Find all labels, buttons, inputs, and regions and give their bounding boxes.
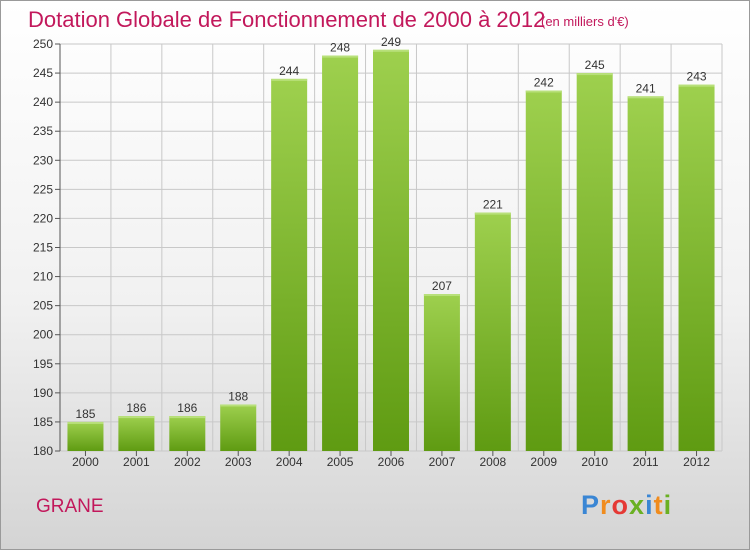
bar — [423, 294, 460, 451]
bar — [576, 73, 613, 452]
bar-highlight — [220, 404, 257, 407]
bar-highlight — [271, 78, 308, 81]
x-tick-label: 2003 — [225, 455, 252, 469]
bar — [67, 421, 104, 451]
bar — [271, 78, 308, 451]
bar-highlight — [525, 90, 562, 93]
data-label: 186 — [177, 401, 197, 415]
logo-letter: o — [611, 490, 630, 520]
chart-title: Dotation Globale de Fonctionnement de 20… — [28, 7, 546, 32]
data-label: 207 — [432, 279, 452, 293]
x-tick-label: 2008 — [479, 455, 506, 469]
y-tick-label: 230 — [33, 153, 53, 167]
logo-letter: P — [581, 490, 601, 520]
logo-letter: i — [663, 490, 673, 520]
bar-highlight — [118, 416, 155, 419]
bar-highlight — [576, 73, 613, 76]
data-label: 186 — [126, 401, 146, 415]
y-tick-label: 225 — [33, 182, 53, 196]
x-tick-label: 2007 — [429, 455, 456, 469]
chart-unit: (en milliers d'€) — [541, 14, 629, 29]
bar — [373, 49, 409, 452]
commune-name: GRANE — [36, 496, 104, 517]
logo-letter: t — [653, 490, 664, 520]
data-label: 221 — [483, 198, 503, 212]
y-tick-label: 215 — [33, 241, 53, 255]
logo-letter: x — [629, 490, 646, 520]
y-tick-label: 195 — [33, 357, 53, 371]
x-tick-label: 2011 — [633, 455, 659, 469]
x-tick-label: 2010 — [581, 455, 608, 469]
bar-highlight — [627, 96, 664, 99]
y-tick-label: 245 — [33, 66, 53, 80]
bars — [67, 49, 715, 452]
y-tick-label: 205 — [33, 299, 53, 313]
y-tick-label: 250 — [33, 37, 53, 51]
y-tick-label: 200 — [33, 328, 53, 342]
data-label: 185 — [75, 407, 95, 421]
y-tick-label: 240 — [33, 95, 53, 109]
bar — [169, 416, 206, 451]
x-tick-label: 2001 — [123, 455, 150, 469]
logo-letter: i — [645, 490, 654, 520]
data-label: 188 — [228, 389, 248, 403]
bar — [474, 212, 511, 451]
bar-highlight — [322, 55, 359, 58]
bar — [220, 404, 257, 451]
bar-highlight — [67, 421, 104, 424]
x-tick-label: 2012 — [683, 455, 710, 469]
y-tick-label: 190 — [33, 386, 53, 400]
x-tick-label: 2002 — [174, 455, 201, 469]
proxiti-logo: Proxiti — [581, 490, 672, 521]
bar — [525, 90, 562, 451]
y-axis: 180 185 190 195 200 205 210 215 220 225 230 235 240 2… — [33, 37, 61, 458]
data-label: 248 — [330, 41, 350, 55]
bar-highlight — [169, 416, 206, 419]
x-tick-label: 2005 — [327, 455, 354, 469]
bar — [627, 96, 664, 451]
data-labels: 185 186 186 188 244 248 249 207 221 242 245 241 243 — [75, 35, 706, 421]
x-tick-label: 2009 — [530, 455, 557, 469]
data-label: 249 — [381, 35, 401, 49]
y-tick-label: 235 — [33, 124, 53, 138]
x-tick-label: 2004 — [276, 455, 303, 469]
y-tick-label: 210 — [33, 270, 53, 284]
data-label: 241 — [636, 81, 656, 95]
logo-letter: r — [600, 490, 612, 520]
y-tick-label: 180 — [33, 444, 53, 458]
y-tick-label: 220 — [33, 211, 53, 225]
bar-highlight — [474, 212, 511, 215]
bar-highlight — [423, 294, 460, 297]
data-label: 244 — [279, 64, 299, 78]
bar — [118, 416, 155, 451]
y-tick-label: 185 — [33, 415, 53, 429]
bar — [322, 55, 359, 451]
data-label: 245 — [585, 58, 605, 72]
bar — [678, 84, 715, 451]
bar-highlight — [373, 49, 409, 52]
x-axis: 2000 2001 2002 2003 2004 2005 2006 2007 2008 2009… — [72, 451, 710, 469]
x-tick-label: 2000 — [72, 455, 99, 469]
data-label: 243 — [687, 70, 707, 84]
bar-highlight — [678, 84, 715, 87]
x-tick-label: 2006 — [378, 455, 405, 469]
data-label: 242 — [534, 76, 554, 90]
